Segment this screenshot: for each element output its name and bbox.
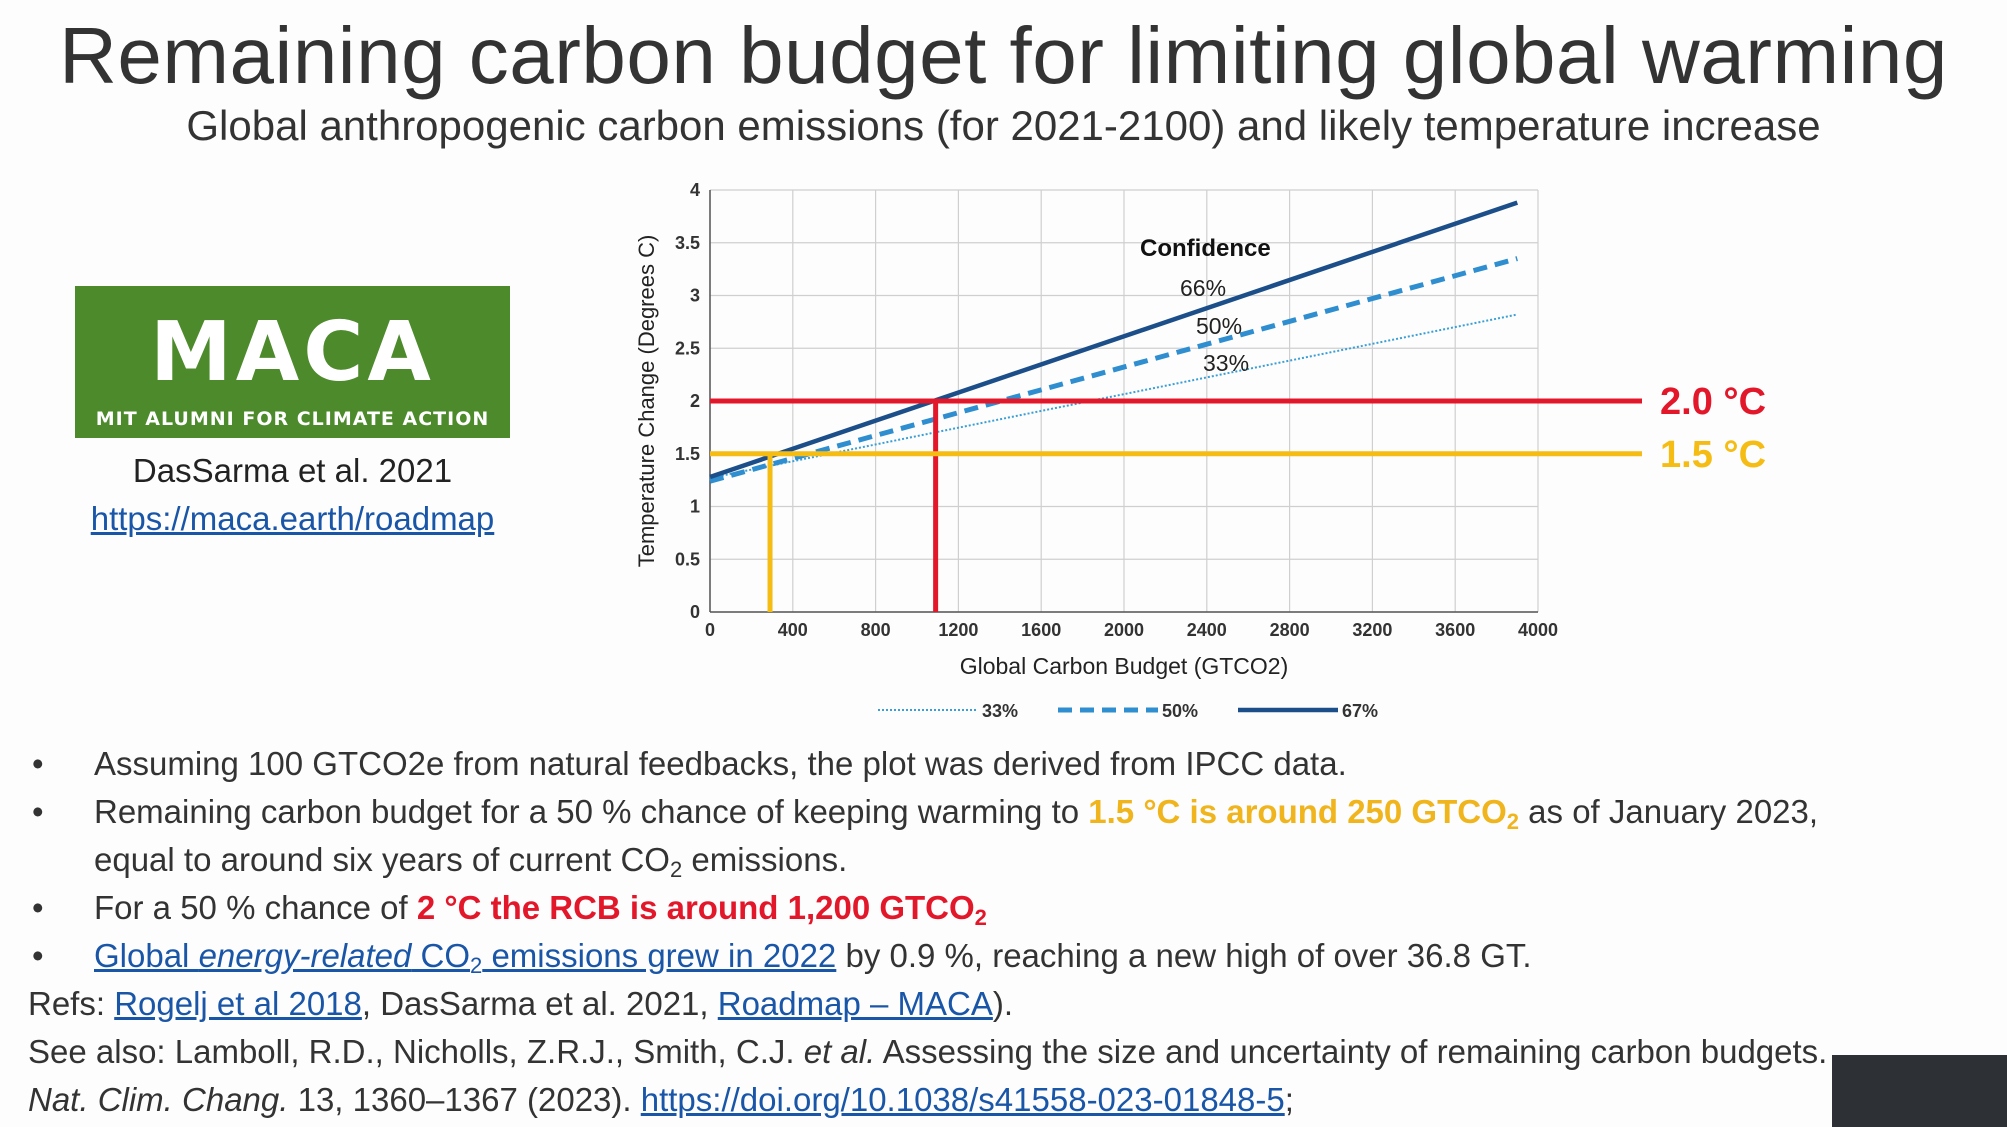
threshold-label: 2.0 °C xyxy=(1660,381,1766,423)
bullet-dot: • xyxy=(32,937,44,974)
bullet-4-post: by 0.9 %, reaching a new high of over 36… xyxy=(836,937,1532,974)
bullet-3-highlight-text: 2 °C the RCB is around 1,200 GTCO xyxy=(416,889,975,926)
bullet-2-line2: equal to around six years of current CO xyxy=(94,841,670,878)
confidence-label: 50% xyxy=(1196,313,1242,339)
slide-title: Remaining carbon budget for limiting glo… xyxy=(59,11,1948,100)
bullet-2-text: Remaining carbon budget for a 50 % chanc… xyxy=(94,793,1089,830)
x-tick-label: 2000 xyxy=(1104,620,1144,640)
bullet-1-text: Assuming 100 GTCO2e from natural feedbac… xyxy=(94,745,1347,782)
see-also-line: See also: Lamboll, R.D., Nicholls, Z.R.J… xyxy=(28,1028,1988,1076)
roadmap-link[interactable]: https://maca.earth/roadmap xyxy=(90,500,495,537)
y-tick-label: 4 xyxy=(690,180,700,200)
bullet-2-post: as of January 2023, xyxy=(1519,793,1819,830)
bullet-3-highlight: 2 °C the RCB is around 1,200 GTCO2 xyxy=(416,889,987,929)
roadmap-maca-link[interactable]: Roadmap – MACA xyxy=(717,985,993,1022)
doi-link[interactable]: https://doi.org/10.1038/s41558-023-01848… xyxy=(640,1081,1285,1118)
x-tick-label: 3200 xyxy=(1352,620,1392,640)
refs-mid: , DasSarma et al. 2021, xyxy=(361,985,718,1022)
subscript: 2 xyxy=(669,857,683,882)
journal-tail: ; xyxy=(1284,1081,1294,1118)
refs-label: Refs: xyxy=(28,985,115,1022)
x-tick-label: 3600 xyxy=(1435,620,1475,640)
y-axis-title: Temperature Change (Degrees C) xyxy=(634,235,659,568)
see-also-post: Assessing the size and uncertainty of re… xyxy=(875,1033,1828,1070)
video-overlay-corner xyxy=(1832,1055,2007,1127)
subscript: 2 xyxy=(470,953,483,978)
x-tick-label: 800 xyxy=(861,620,891,640)
bullet-2-highlight: 1.5 °C is around 250 GTCO2 xyxy=(1088,793,1519,833)
see-also-text: See also: Lamboll, R.D., Nicholls, Z.R.J… xyxy=(28,1033,804,1070)
slide-subtitle: Global anthropogenic carbon emissions (f… xyxy=(186,102,1821,149)
confidence-label: 66% xyxy=(1180,275,1226,301)
bullet-2: • Remaining carbon budget for a 50 % chan… xyxy=(28,788,1988,884)
bullet-dot: • xyxy=(32,745,44,782)
carbon-budget-chart: 0 400 800 1200 1600 2000 2400 2800 3200 3600 4000 0… xyxy=(634,180,1766,721)
y-tick-label: 1.5 xyxy=(675,444,700,464)
series-line-33pct xyxy=(709,313,1518,479)
bullet-4: • Global energy-related CO2 emissions gre… xyxy=(28,932,1988,980)
link-part: CO xyxy=(411,937,471,974)
series-line-50pct xyxy=(709,256,1518,484)
x-tick-label: 1600 xyxy=(1021,620,1061,640)
see-also-em: et al. xyxy=(803,1033,876,1070)
rogelj-link[interactable]: Rogelj et al 2018 xyxy=(114,985,362,1022)
journal-line: Nat. Clim. Chang. 13, 1360–1367 (2023). … xyxy=(28,1076,1988,1124)
legend-label: 50% xyxy=(1162,701,1198,721)
threshold-label: 1.5 °C xyxy=(1660,434,1766,476)
x-tick-label: 1200 xyxy=(938,620,978,640)
refs-end: ). xyxy=(992,985,1014,1022)
y-tick-label: 3.5 xyxy=(675,233,700,253)
y-tick-label: 2.5 xyxy=(675,338,700,358)
bullet-list: • Assuming 100 GTCO2e from natural feedba… xyxy=(28,740,1988,1124)
confidence-title: Confidence xyxy=(1140,235,1271,262)
chart-series xyxy=(709,200,1519,484)
link-part: Global xyxy=(94,937,199,974)
chart-thresholds: 2.0 °C 1.5 °C xyxy=(710,381,1766,612)
chart-legend: 33% 50% 67% xyxy=(878,701,1378,721)
maca-logo: MACA MIT ALUMNI FOR CLIMATE ACTION xyxy=(75,286,510,438)
bullet-2-highlight-text: 1.5 °C is around 250 GTCO xyxy=(1088,793,1507,830)
refs-line: Refs: Rogelj et al 2018, DasSarma et al.… xyxy=(28,980,1988,1028)
journal-name: Nat. Clim. Chang. xyxy=(28,1081,289,1118)
bullet-dot: • xyxy=(32,793,44,830)
chart-axes: 0 400 800 1200 1600 2000 2400 2800 3200 3600 4000 0… xyxy=(634,180,1558,679)
x-tick-label: 2800 xyxy=(1270,620,1310,640)
x-tick-label: 2400 xyxy=(1187,620,1227,640)
bullet-1: • Assuming 100 GTCO2e from natural feedba… xyxy=(28,740,1988,788)
subscript: 2 xyxy=(1506,809,1520,834)
chart-labels: Confidence 66% 50% 33% xyxy=(1140,235,1271,376)
x-tick-label: 400 xyxy=(778,620,808,640)
x-tick-label: 4000 xyxy=(1518,620,1558,640)
link-part: emissions grew in 2022 xyxy=(482,937,837,974)
series-line-67pct xyxy=(709,200,1519,480)
legend-label: 67% xyxy=(1342,701,1378,721)
y-tick-label: 0.5 xyxy=(675,549,700,569)
y-tick-label: 3 xyxy=(690,286,700,306)
y-tick-label: 2 xyxy=(690,391,700,411)
y-tick-label: 1 xyxy=(690,497,700,517)
y-tick-label: 0 xyxy=(690,602,700,622)
logo-wordmark: MACA xyxy=(150,305,435,400)
confidence-label: 33% xyxy=(1203,350,1249,376)
bullet-2-line2-post: emissions. xyxy=(682,841,848,878)
subscript: 2 xyxy=(974,905,987,930)
bullet-dot: • xyxy=(32,889,44,926)
bullet-3: • For a 50 % chance of 2 °C the RCB is ar… xyxy=(28,884,1988,932)
link-part-em: energy-related xyxy=(198,937,412,974)
bullet-3-text: For a 50 % chance of xyxy=(94,889,417,926)
citation: DasSarma et al. 2021 xyxy=(132,452,453,489)
journal-volume: 13, 1360–1367 (2023). xyxy=(288,1081,641,1118)
logo-tagline: MIT ALUMNI FOR CLIMATE ACTION xyxy=(95,408,490,430)
x-tick-label: 0 xyxy=(705,620,715,640)
x-axis-title: Global Carbon Budget (GTCO2) xyxy=(960,653,1289,679)
legend-label: 33% xyxy=(982,701,1018,721)
emissions-link[interactable]: Global energy-related CO2 emissions grew… xyxy=(94,937,837,977)
